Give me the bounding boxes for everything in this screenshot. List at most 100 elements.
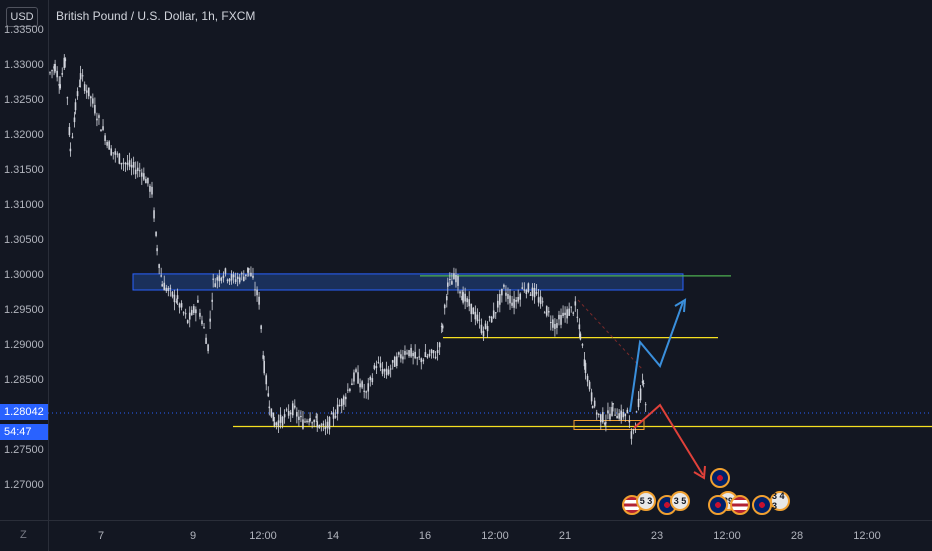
candle-body bbox=[581, 344, 584, 346]
candle-body bbox=[445, 296, 448, 301]
candle-body bbox=[628, 420, 631, 423]
candle-body bbox=[472, 307, 475, 315]
candle-body bbox=[513, 298, 515, 308]
timezone-corner[interactable]: Z bbox=[0, 520, 49, 551]
candle-body bbox=[639, 388, 642, 401]
candle-body bbox=[541, 301, 544, 303]
candle-body bbox=[470, 303, 473, 315]
candle-body bbox=[54, 64, 56, 72]
candle-body bbox=[141, 172, 143, 177]
candle-body bbox=[612, 403, 614, 405]
candle-body bbox=[243, 276, 245, 281]
candle-body bbox=[180, 303, 183, 308]
candle-body bbox=[240, 273, 243, 275]
candle-body bbox=[375, 366, 378, 369]
candle-body bbox=[311, 422, 313, 424]
price-tick: 1.29500 bbox=[4, 304, 44, 316]
candle-body bbox=[505, 292, 507, 296]
candle-body bbox=[211, 299, 213, 302]
event-uk-flag-icon[interactable] bbox=[752, 495, 772, 515]
candle-body bbox=[584, 362, 587, 374]
event-count-badge[interactable]: 3 4 3 bbox=[770, 491, 790, 511]
candle-body bbox=[449, 278, 451, 280]
candle-body bbox=[218, 275, 221, 282]
candle-body bbox=[228, 278, 231, 282]
event-uk-flag-icon[interactable] bbox=[710, 468, 730, 488]
candle-body bbox=[188, 312, 191, 320]
candle-body bbox=[318, 424, 321, 428]
price-scale[interactable]: USD 1.33500 1.33000 1.32500 1.32000 1.31500 1… bbox=[0, 0, 49, 520]
candle-body bbox=[499, 293, 501, 305]
candle-body bbox=[626, 409, 629, 414]
candle-body bbox=[256, 289, 258, 296]
candle-body bbox=[83, 84, 86, 91]
candle-body bbox=[630, 431, 633, 439]
candlestick-chart[interactable] bbox=[48, 0, 932, 520]
candle-body bbox=[304, 421, 306, 423]
currency-badge[interactable]: USD bbox=[6, 7, 38, 27]
candle-body bbox=[234, 279, 237, 282]
candle-body bbox=[624, 413, 627, 417]
candle-body bbox=[482, 330, 485, 337]
candle-body bbox=[248, 268, 250, 270]
candle-body bbox=[620, 410, 622, 420]
time-tick: 21 bbox=[558, 530, 572, 542]
candle-body bbox=[262, 355, 264, 359]
candle-body bbox=[545, 306, 548, 316]
candle-body bbox=[554, 324, 556, 329]
candle-body bbox=[53, 66, 55, 69]
candle-body bbox=[353, 372, 355, 382]
candle-body bbox=[118, 153, 121, 164]
candle-body bbox=[132, 162, 135, 168]
candle-body bbox=[398, 352, 400, 355]
candle-body bbox=[393, 356, 396, 367]
candle-body bbox=[474, 311, 477, 320]
event-count-badge[interactable]: 3 5 bbox=[670, 491, 690, 511]
candle-body bbox=[287, 411, 290, 416]
candle-body bbox=[371, 378, 374, 383]
event-us-flag-icon[interactable] bbox=[730, 495, 750, 515]
timezone-label: Z bbox=[20, 529, 27, 541]
candle-body bbox=[507, 293, 509, 299]
candle-body bbox=[71, 136, 74, 138]
time-tick: 28 bbox=[790, 530, 804, 542]
candle-body bbox=[527, 283, 530, 293]
candle-body bbox=[416, 357, 418, 359]
candle-body bbox=[336, 404, 339, 414]
candle-body bbox=[552, 319, 554, 328]
time-scale[interactable]: 7 9 12:00 14 16 12:00 21 23 12:00 28 12:00 bbox=[48, 520, 932, 551]
price-tick: 1.31000 bbox=[4, 199, 44, 211]
candle-body bbox=[340, 399, 343, 407]
candle-body bbox=[100, 129, 102, 132]
candle-body bbox=[268, 406, 271, 409]
event-uk-flag-icon[interactable] bbox=[708, 495, 728, 515]
candle-body bbox=[486, 326, 489, 332]
price-tick: 1.30500 bbox=[4, 234, 44, 246]
candle-body bbox=[92, 98, 94, 104]
candle-body bbox=[396, 356, 398, 366]
time-tick: 12:00 bbox=[713, 530, 741, 542]
candle-body bbox=[155, 231, 157, 236]
chart-canvas[interactable] bbox=[48, 0, 932, 520]
candle-body bbox=[184, 313, 187, 315]
candle-body bbox=[418, 356, 421, 358]
candle-body bbox=[503, 284, 505, 287]
candle-body bbox=[455, 275, 457, 283]
candle-body bbox=[171, 291, 174, 297]
candle-body bbox=[126, 162, 129, 165]
event-count-badge[interactable]: 5 3 bbox=[636, 491, 656, 511]
time-tick: 9 bbox=[189, 530, 197, 542]
candle-body bbox=[632, 429, 635, 431]
candle-body bbox=[466, 298, 468, 303]
bullish-arrowhead bbox=[674, 298, 687, 313]
candle-body bbox=[597, 413, 600, 415]
candle-body bbox=[436, 350, 439, 354]
candle-body bbox=[128, 160, 131, 167]
candle-body bbox=[531, 287, 534, 297]
candle-body bbox=[245, 274, 247, 276]
candle-body bbox=[414, 351, 416, 359]
symbol-legend[interactable]: British Pound / U.S. Dollar, 1h, FXCM bbox=[56, 9, 256, 23]
candle-body bbox=[265, 375, 268, 385]
bullish-scenario-arrow bbox=[629, 301, 684, 413]
candle-body bbox=[178, 303, 181, 308]
